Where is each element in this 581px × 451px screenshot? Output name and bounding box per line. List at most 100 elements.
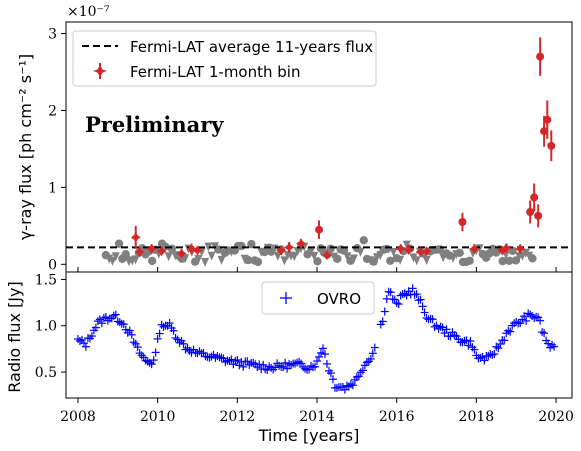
gamma-ray-point — [536, 37, 545, 76]
ovro-marker — [131, 339, 140, 348]
gamma-ray-point — [146, 243, 157, 254]
ovro-marker — [352, 373, 361, 382]
upper-limit-marker — [396, 255, 405, 265]
gamma-ray-marker — [421, 246, 432, 257]
gamma-ray-upper-limit-markers — [101, 236, 537, 267]
upper-limit-marker — [409, 253, 418, 263]
ovro-marker — [195, 347, 204, 356]
upper-limit-marker — [121, 250, 130, 259]
gamma-ray-point — [534, 204, 543, 228]
gamma-ray-marker — [530, 193, 539, 202]
upper-limit-marker — [273, 251, 282, 261]
ovro-marker — [326, 369, 335, 378]
upper-limit-marker — [465, 256, 474, 265]
ovro-marker — [87, 332, 96, 341]
ovro-marker — [504, 326, 513, 335]
offset-text: ×10⁻⁷ — [67, 4, 110, 20]
gamma-ray-point — [176, 248, 187, 259]
ovro-marker — [544, 339, 553, 348]
ovro-marker — [358, 366, 367, 375]
gamma-ray-point — [547, 130, 556, 162]
ovro-marker — [516, 319, 525, 328]
gamma-ray-point — [156, 246, 167, 257]
upper-limit-marker — [528, 254, 537, 263]
ovro-marker — [480, 356, 489, 365]
legend-average-label: Fermi-LAT average 11-years flux — [130, 38, 373, 56]
radio-x-tick-label: 2020 — [538, 409, 574, 425]
radio-x-tick-label: 2014 — [299, 409, 335, 425]
ovro-marker — [378, 317, 387, 326]
upper-limit-marker — [343, 252, 352, 262]
upper-limit-marker — [349, 254, 358, 264]
upper-limit-marker — [111, 252, 120, 262]
ovro-marker — [125, 326, 134, 335]
ovro-marker — [233, 356, 242, 365]
gamma-ray-legend-box — [72, 30, 377, 87]
upper-limit-marker — [402, 240, 411, 250]
ovro-marker — [165, 319, 174, 328]
radio-x-tick-label: 2012 — [220, 409, 256, 425]
ovro-marker — [153, 334, 162, 343]
ovro-marker — [346, 380, 355, 389]
ovro-marker — [151, 348, 160, 357]
gamma-ray-point — [315, 220, 323, 239]
gamma-ray-point — [530, 183, 539, 212]
upper-limit-marker — [181, 254, 190, 264]
radio-y-tick-label: 0.5 — [35, 365, 57, 381]
ovro-marker — [420, 308, 429, 317]
gamma-ray-marker — [315, 225, 323, 234]
ovro-marker — [159, 322, 168, 331]
gamma-ray-y-tick-label: 1 — [48, 180, 57, 196]
ovro-marker — [293, 358, 302, 367]
ovro-marker — [283, 364, 292, 373]
gamma-ray-marker — [395, 243, 406, 254]
upper-limit-marker — [237, 241, 246, 251]
ovro-marker — [149, 356, 158, 365]
ovro-marker — [422, 314, 431, 323]
gamma-ray-marker — [321, 250, 332, 261]
upper-limit-marker — [194, 255, 203, 265]
ovro-marker — [279, 363, 288, 372]
ovro-marker — [313, 357, 322, 366]
gamma-ray-point — [130, 225, 141, 249]
gamma-ray-marker — [296, 238, 307, 249]
upper-limit-marker — [333, 254, 342, 263]
gamma-ray-point — [296, 238, 307, 249]
upper-limit-marker — [521, 248, 530, 258]
legend-errorbar-swatch — [93, 63, 107, 79]
gamma-ray-y-tick-label: 0 — [48, 257, 57, 273]
ovro-marker — [311, 362, 320, 371]
ovro-marker — [249, 358, 258, 367]
ovro-marker — [221, 358, 230, 367]
ovro-marker — [91, 323, 100, 332]
ovro-marker — [394, 300, 403, 309]
radio-axes-frame — [65, 271, 573, 399]
upper-limit-marker — [455, 248, 464, 258]
ovro-marker — [307, 361, 316, 370]
gamma-ray-marker — [130, 232, 141, 243]
ovro-marker — [235, 361, 244, 370]
ovro-marker — [171, 333, 180, 342]
radio-x-tick-label: 2010 — [140, 409, 176, 425]
upper-limit-marker — [386, 256, 395, 266]
gamma-ray-data-points — [130, 37, 556, 261]
ovro-marker — [315, 352, 323, 361]
upper-limit-marker — [105, 254, 114, 264]
gamma-ray-marker — [534, 211, 543, 220]
ovro-marker — [386, 288, 395, 297]
ovro-marker — [522, 316, 531, 325]
ovro-marker — [281, 358, 290, 367]
gamma-ray-y-ticks: 0 1 2 3 — [48, 27, 66, 273]
upper-limit-marker — [356, 247, 365, 257]
ovro-marker — [410, 290, 419, 299]
gamma-ray-point — [192, 245, 203, 256]
gamma-ray-point — [186, 243, 197, 255]
upper-limit-marker — [498, 257, 507, 266]
ovro-marker — [488, 350, 497, 359]
upper-limit-marker — [280, 256, 289, 266]
upper-limit-marker — [204, 242, 213, 252]
ovro-marker — [370, 343, 379, 352]
preliminary-annotation: Preliminary — [85, 112, 224, 137]
ovro-marker — [412, 290, 421, 299]
upper-limit-marker — [359, 236, 368, 245]
